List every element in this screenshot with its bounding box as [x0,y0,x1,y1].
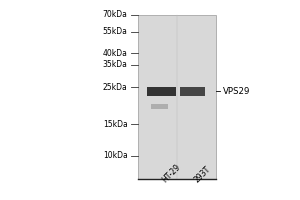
Bar [147,87,176,96]
Text: 10kDa: 10kDa [103,151,128,160]
Text: 55kDa: 55kDa [103,27,128,36]
Text: 293T: 293T [192,165,212,184]
Text: 40kDa: 40kDa [103,49,128,58]
Bar [138,15,216,179]
Bar [151,104,168,109]
Text: HT-29: HT-29 [160,162,182,184]
Text: 35kDa: 35kDa [103,60,128,69]
Bar [180,87,205,96]
Text: VPS29: VPS29 [223,87,250,96]
Text: 70kDa: 70kDa [103,10,128,19]
Text: 25kDa: 25kDa [103,83,128,92]
Text: 15kDa: 15kDa [103,120,128,129]
